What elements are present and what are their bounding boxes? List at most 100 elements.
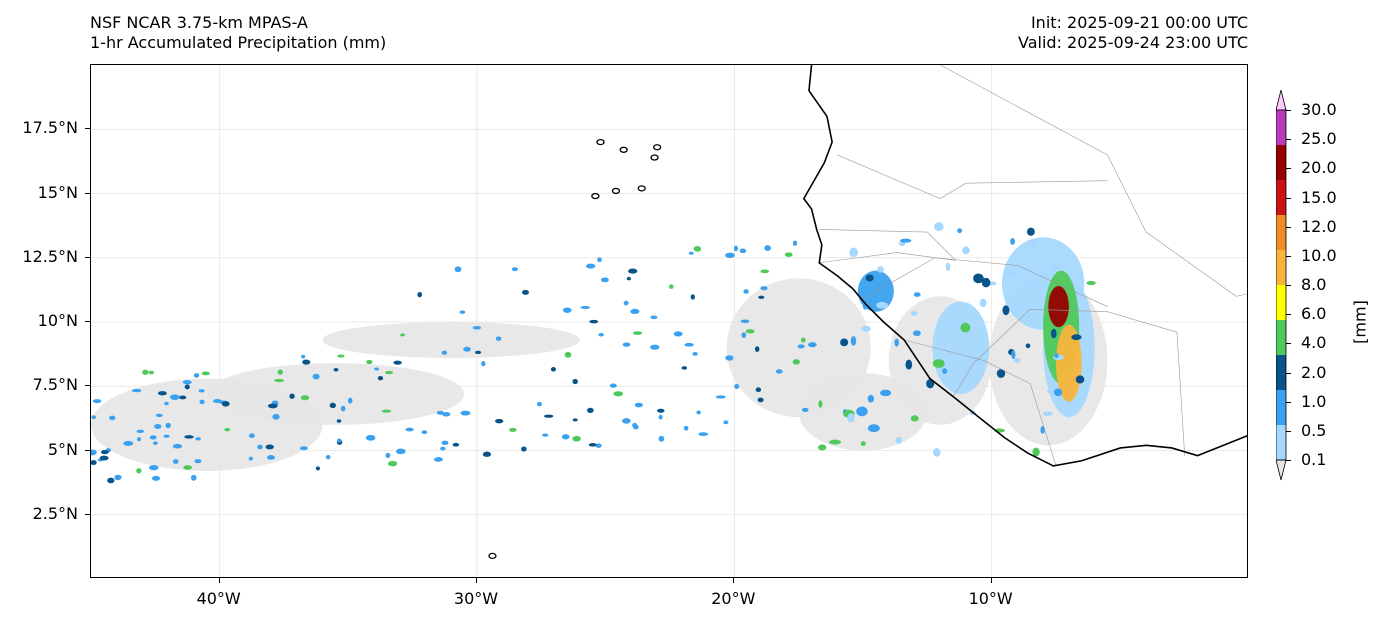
colorbar-tick-label: 10.0 <box>1301 245 1337 265</box>
shower-cell <box>201 371 210 376</box>
shower-cell <box>377 375 384 381</box>
colorbar-segment <box>1276 110 1286 145</box>
storm-cell <box>957 228 963 234</box>
shower-cell <box>741 332 747 338</box>
storm-cell <box>808 342 817 348</box>
lon-tick <box>733 578 735 583</box>
shower-cell <box>91 415 96 420</box>
island <box>591 192 600 200</box>
storm-cell <box>996 369 1006 378</box>
storm-cell <box>865 274 874 282</box>
storm-cell <box>933 448 941 457</box>
storm-cell <box>962 246 970 255</box>
shower-cell <box>521 446 527 452</box>
storm-cell <box>1075 375 1085 384</box>
lon-tick-label: 40°W <box>196 589 241 608</box>
shower-cell <box>561 434 570 440</box>
shower-cell <box>460 410 471 416</box>
storm-cell <box>1010 238 1015 245</box>
colorbar-tick-label: 20.0 <box>1301 158 1337 178</box>
island <box>611 187 621 195</box>
colorbar-segment <box>1276 145 1286 180</box>
storm-cell <box>1054 353 1059 359</box>
shower-cell <box>797 344 805 349</box>
shower-cell <box>387 460 398 467</box>
lat-tick-label: 5°N <box>47 439 78 459</box>
shower-cell <box>385 452 391 458</box>
storm-cell <box>945 262 951 272</box>
lat-tick-label: 10°N <box>37 311 78 330</box>
shower-cell <box>301 354 306 359</box>
shower-cell <box>165 422 171 429</box>
shower-cell <box>684 342 694 347</box>
storm-cell <box>913 292 921 297</box>
shower-cell <box>274 378 284 383</box>
shower-cell <box>623 300 629 306</box>
shower-cell <box>417 291 423 298</box>
shower-cell <box>272 413 280 420</box>
colorbar-tick-label: 30.0 <box>1301 100 1337 119</box>
colorbar-segment <box>1276 355 1286 390</box>
shower-cell <box>99 455 109 461</box>
shower-cell <box>521 289 529 295</box>
storm-cell <box>867 394 875 403</box>
shower-cell <box>169 394 180 401</box>
shower-cell <box>172 459 179 464</box>
shower-cell <box>172 443 183 449</box>
colorbar-tick <box>1286 314 1291 316</box>
shower-cell <box>681 366 688 370</box>
shower-cell <box>562 307 572 313</box>
shower-cell <box>657 408 665 413</box>
shower-cell <box>123 440 134 446</box>
precip-colorbar <box>1276 90 1287 481</box>
shower-cell <box>632 422 638 429</box>
shower-cell <box>193 373 200 378</box>
shower-cell <box>650 344 660 350</box>
precip-region <box>206 363 465 425</box>
shower-cell <box>194 459 202 464</box>
shower-cell <box>760 286 768 291</box>
shower-cell <box>157 391 167 396</box>
lat-tick-label: 15°N <box>37 182 78 202</box>
colorbar-unit: [mm] <box>1350 300 1370 344</box>
shower-cell <box>609 383 617 388</box>
shower-cell <box>179 395 187 400</box>
map-canvas <box>91 65 1247 577</box>
shower-cell <box>600 277 609 283</box>
shower-cell <box>312 373 320 380</box>
colorbar-tick-label: 0.1 <box>1301 450 1327 469</box>
island <box>596 138 605 146</box>
shower-cell <box>198 389 205 393</box>
shower-cell <box>580 305 591 309</box>
shower-cell <box>775 369 783 374</box>
shower-cell <box>333 368 339 372</box>
shower-cell <box>224 427 231 432</box>
shower-cell <box>433 457 443 462</box>
colorbar-segment <box>1276 215 1286 250</box>
storm-cell <box>1047 388 1054 394</box>
shower-cell <box>745 329 755 334</box>
shower-cell <box>564 351 572 358</box>
storm-cell <box>818 444 827 451</box>
lat-tick-label: 7.5°N <box>32 375 78 395</box>
shower-cell <box>131 388 142 393</box>
map-frame <box>90 64 1248 578</box>
shower-cell <box>336 419 342 423</box>
storm-cell <box>910 310 918 316</box>
storm-cell <box>905 359 913 370</box>
shower-cell <box>733 245 738 252</box>
lon-tick <box>476 578 477 583</box>
precip-region <box>1048 286 1069 328</box>
colorbar-segment <box>1276 180 1286 215</box>
shower-cell <box>421 430 428 435</box>
country-border <box>862 257 1108 307</box>
shower-cell <box>148 465 159 471</box>
storm-cell <box>932 359 945 368</box>
precip-region <box>322 322 580 358</box>
colorbar-tick <box>1286 255 1291 257</box>
island <box>650 154 659 161</box>
island <box>637 185 646 192</box>
shower-cell <box>182 380 192 385</box>
shower-cell <box>764 245 772 251</box>
shower-cell <box>299 446 308 451</box>
